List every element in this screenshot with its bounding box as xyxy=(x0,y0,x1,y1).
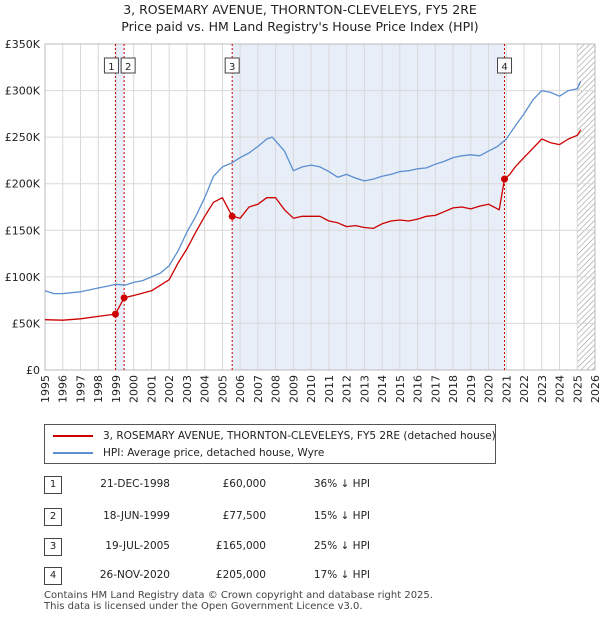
footer-copyright: Contains HM Land Registry data © Crown c… xyxy=(44,590,433,601)
transaction-price: £60,000 xyxy=(222,478,266,490)
legend-swatch-hpi xyxy=(53,452,93,454)
transaction-box xyxy=(120,57,136,74)
table-row: 3 19-JUL-2005 £165,000 25% ↓ HPI xyxy=(0,536,600,556)
x-tick-label: 2005 xyxy=(216,375,229,403)
price-chart: £0 £50K £100K £150K £200K £250K £300K £350K 1995… xyxy=(5,38,600,403)
x-tick-label: 2012 xyxy=(341,375,354,403)
x-tick-label: 1995 xyxy=(39,375,52,403)
y-tick-label: £100K xyxy=(5,271,41,284)
transaction-box-label: 2 xyxy=(125,62,131,73)
y-tick-label: £200K xyxy=(5,178,41,191)
x-tick-label: 2019 xyxy=(465,375,478,403)
transaction-price: £205,000 xyxy=(215,569,266,581)
x-tick-label: 2009 xyxy=(287,375,300,403)
x-tick-label: 2018 xyxy=(447,375,460,403)
transaction-point xyxy=(111,310,119,318)
transaction-hpi: 15% ↓ HPI xyxy=(313,510,370,522)
transaction-price: £165,000 xyxy=(215,540,266,552)
transaction-badge: 4 xyxy=(44,567,62,585)
x-tick-label: 2025 xyxy=(571,375,584,403)
x-tick-label: 2026 xyxy=(589,375,600,403)
x-tick-label: 2002 xyxy=(163,375,176,403)
transaction-hpi: 17% ↓ HPI xyxy=(313,569,370,581)
chart-title: 3, ROSEMARY AVENUE, THORNTON-CLEVELEYS, … xyxy=(123,2,477,17)
y-tick-label: £250K xyxy=(5,131,41,144)
y-tick-label: £300K xyxy=(5,85,41,98)
x-tick-label: 2003 xyxy=(181,375,194,403)
transaction-hpi: 36% ↓ HPI xyxy=(313,478,370,490)
legend: 3, ROSEMARY AVENUE, THORNTON-CLEVELEYS, … xyxy=(44,424,496,464)
transaction-date: 19-JUL-2005 xyxy=(105,540,170,552)
x-tick-label: 2022 xyxy=(518,375,531,403)
x-tick-label: 2016 xyxy=(412,375,425,403)
transaction-box xyxy=(103,57,119,74)
x-tick-label: 2023 xyxy=(536,375,549,403)
transaction-box-label: 3 xyxy=(229,62,235,73)
y-tick-label: £350K xyxy=(5,38,41,51)
legend-label-hpi: HPI: Average price, detached house, Wyre xyxy=(103,447,325,459)
transaction-point xyxy=(228,212,236,220)
transaction-badge: 3 xyxy=(44,538,62,556)
transaction-badge: 2 xyxy=(44,508,62,526)
x-tick-label: 2014 xyxy=(376,375,389,403)
shaded-range xyxy=(115,44,125,370)
x-tick-label: 2020 xyxy=(483,375,496,403)
table-row: 4 26-NOV-2020 £205,000 17% ↓ HPI xyxy=(0,565,600,585)
transaction-box xyxy=(224,57,240,74)
x-tick-label: 2000 xyxy=(128,375,141,403)
transaction-price: £77,500 xyxy=(222,510,266,522)
x-tick-label: 1999 xyxy=(110,375,123,403)
legend-label-property: 3, ROSEMARY AVENUE, THORNTON-CLEVELEYS, … xyxy=(103,430,496,442)
x-tick-label: 1997 xyxy=(74,375,87,403)
x-tick-label: 2017 xyxy=(429,375,442,403)
table-row: 2 18-JUN-1999 £77,500 15% ↓ HPI xyxy=(0,506,600,526)
transaction-date: 26-NOV-2020 xyxy=(99,569,170,581)
x-tick-label: 2021 xyxy=(500,375,513,403)
transaction-date: 18-JUN-1999 xyxy=(103,510,170,522)
table-row: 1 21-DEC-1998 £60,000 36% ↓ HPI xyxy=(0,474,600,494)
x-tick-label: 2006 xyxy=(234,375,247,403)
transaction-box-label: 4 xyxy=(501,62,507,73)
transaction-point xyxy=(501,175,509,183)
x-tick-label: 1996 xyxy=(57,375,70,403)
forecast-hatch xyxy=(577,44,595,370)
legend-swatch-property xyxy=(53,435,93,437)
footer-licence: This data is licensed under the Open Gov… xyxy=(44,601,363,612)
chart-subtitle: Price paid vs. HM Land Registry's House … xyxy=(121,19,479,34)
x-tick-label: 2010 xyxy=(305,375,318,403)
x-tick-label: 2008 xyxy=(270,375,283,403)
plot-frame xyxy=(44,43,596,371)
transaction-date: 21-DEC-1998 xyxy=(100,478,170,490)
transaction-badge: 1 xyxy=(44,476,62,494)
property-series-line xyxy=(44,129,582,321)
y-tick-label: £0 xyxy=(26,364,40,377)
x-tick-label: 1998 xyxy=(92,375,105,403)
transaction-hpi: 25% ↓ HPI xyxy=(313,540,370,552)
x-tick-label: 2001 xyxy=(145,375,158,403)
transaction-point xyxy=(120,294,128,302)
transaction-box xyxy=(497,57,513,74)
x-tick-label: 2024 xyxy=(554,375,567,403)
x-tick-label: 2004 xyxy=(199,375,212,403)
hpi-series-line xyxy=(44,81,582,295)
transaction-box-label: 1 xyxy=(108,62,114,73)
y-tick-label: £50K xyxy=(12,317,41,330)
x-tick-label: 2015 xyxy=(394,375,407,403)
x-tick-label: 2007 xyxy=(252,375,265,403)
x-tick-label: 2011 xyxy=(323,375,336,403)
y-tick-label: £150K xyxy=(5,224,41,237)
x-tick-label: 2013 xyxy=(358,375,371,403)
